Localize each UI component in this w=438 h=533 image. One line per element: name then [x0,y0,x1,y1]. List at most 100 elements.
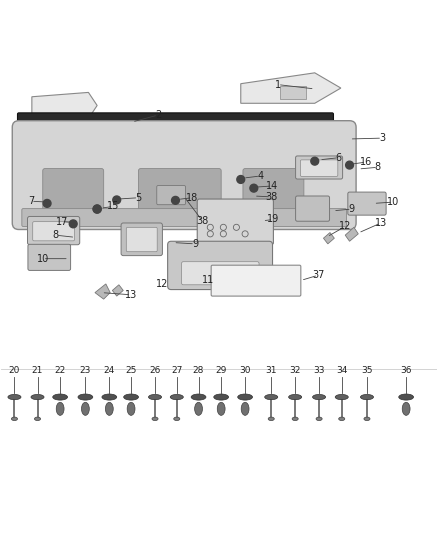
Text: 26: 26 [149,366,161,375]
Text: 31: 31 [265,366,277,375]
Ellipse shape [238,394,253,400]
Ellipse shape [268,417,274,421]
Ellipse shape [265,394,278,400]
Text: 21: 21 [32,366,43,375]
Polygon shape [280,86,306,99]
Ellipse shape [292,417,298,421]
Ellipse shape [339,417,345,421]
Polygon shape [323,232,334,244]
Ellipse shape [289,394,302,400]
Text: 25: 25 [125,366,137,375]
FancyBboxPatch shape [121,223,162,256]
FancyBboxPatch shape [138,168,221,210]
Text: 13: 13 [125,290,137,300]
Text: 38: 38 [196,216,208,226]
Ellipse shape [214,394,229,400]
Ellipse shape [78,394,93,400]
Text: 32: 32 [290,366,301,375]
Text: 5: 5 [135,193,141,203]
Ellipse shape [106,402,113,415]
Text: 9: 9 [349,204,355,214]
Text: 29: 29 [215,366,227,375]
FancyBboxPatch shape [18,113,333,126]
FancyBboxPatch shape [28,216,80,245]
Text: 7: 7 [28,196,34,206]
Polygon shape [113,285,123,296]
Text: 13: 13 [375,218,387,228]
FancyBboxPatch shape [168,241,272,289]
Text: 35: 35 [361,366,373,375]
Ellipse shape [335,394,348,400]
Circle shape [311,157,319,165]
Text: 10: 10 [387,197,399,207]
Text: 18: 18 [186,193,198,203]
Text: 23: 23 [80,366,91,375]
Text: 14: 14 [266,181,278,191]
Text: 19: 19 [267,214,279,224]
FancyBboxPatch shape [12,120,356,230]
Text: 22: 22 [54,366,66,375]
Text: 38: 38 [265,192,277,202]
Text: 37: 37 [312,270,325,280]
Text: 30: 30 [239,366,251,375]
FancyBboxPatch shape [28,244,71,270]
Polygon shape [32,92,97,123]
FancyBboxPatch shape [296,156,343,179]
Polygon shape [345,228,358,241]
Polygon shape [241,73,341,103]
Ellipse shape [152,417,158,421]
Text: 27: 27 [171,366,183,375]
Text: 4: 4 [257,171,263,181]
Text: 12: 12 [339,221,351,231]
Text: 15: 15 [107,201,120,212]
Ellipse shape [191,394,206,400]
Text: 3: 3 [379,133,385,143]
Ellipse shape [316,417,322,421]
Ellipse shape [402,402,410,415]
Text: 28: 28 [193,366,204,375]
Circle shape [237,175,245,183]
Ellipse shape [127,402,135,415]
FancyBboxPatch shape [296,196,329,221]
Ellipse shape [35,417,41,421]
Text: 16: 16 [360,157,372,167]
Ellipse shape [102,394,117,400]
Circle shape [113,196,120,204]
FancyBboxPatch shape [211,265,301,296]
Ellipse shape [313,394,325,400]
Text: 12: 12 [156,279,169,289]
Circle shape [69,220,77,228]
Circle shape [172,197,180,204]
Circle shape [346,161,353,169]
Text: 17: 17 [56,217,68,227]
Text: 20: 20 [9,366,20,375]
Ellipse shape [53,394,67,400]
Text: 1: 1 [275,79,281,90]
FancyBboxPatch shape [43,168,104,210]
Text: 8: 8 [53,230,59,240]
FancyBboxPatch shape [157,185,185,205]
Ellipse shape [8,394,21,400]
Ellipse shape [399,394,413,400]
Ellipse shape [81,402,89,415]
Ellipse shape [148,394,162,400]
Text: 24: 24 [104,366,115,375]
Ellipse shape [194,402,202,415]
Ellipse shape [217,402,225,415]
FancyBboxPatch shape [33,222,74,241]
Circle shape [43,199,51,207]
FancyBboxPatch shape [22,208,346,227]
Polygon shape [95,284,110,299]
Text: 11: 11 [202,274,214,285]
FancyBboxPatch shape [348,192,386,215]
Text: 2: 2 [155,110,161,120]
Text: 9: 9 [192,239,198,249]
Text: 36: 36 [400,366,412,375]
Ellipse shape [124,394,138,400]
Ellipse shape [11,417,18,421]
FancyBboxPatch shape [197,199,273,245]
Ellipse shape [241,402,249,415]
FancyBboxPatch shape [126,228,157,252]
Ellipse shape [56,402,64,415]
Text: 34: 34 [336,366,347,375]
